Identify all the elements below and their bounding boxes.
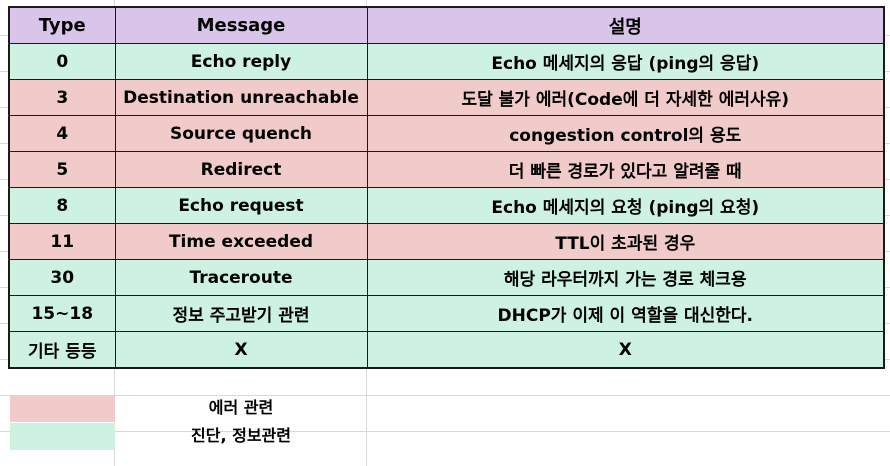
cell-type[interactable]: 기타 등등: [8, 331, 116, 369]
cell-type[interactable]: 5: [8, 151, 116, 188]
cell-type[interactable]: 3: [8, 79, 116, 116]
table-row: 4 Source quench congestion control의 용도: [8, 115, 885, 152]
cell-type[interactable]: 8: [8, 187, 116, 224]
table-row: 3 Destination unreachable 도달 불가 에러(Code에…: [8, 79, 885, 116]
cell-description[interactable]: 해당 라우터까지 가는 경로 체크용: [366, 259, 885, 296]
cell-type[interactable]: 11: [8, 223, 116, 260]
cell-description[interactable]: 도달 불가 에러(Code에 더 자세한 에러사유): [366, 79, 885, 116]
cell-description[interactable]: Echo 메세지의 요청 (ping의 요청): [366, 187, 885, 224]
header-row: Type Message 설명: [8, 6, 885, 44]
cell-message[interactable]: X: [114, 331, 368, 369]
header-message[interactable]: Message: [114, 6, 368, 44]
cell-description[interactable]: TTL이 초과된 경우: [366, 223, 885, 260]
icmp-type-table: Type Message 설명 0 Echo reply Echo 메세지의 응…: [8, 6, 885, 369]
table-row: 11 Time exceeded TTL이 초과된 경우: [8, 223, 885, 260]
cell-message[interactable]: Echo reply: [114, 43, 368, 80]
table-row: 30 Traceroute 해당 라우터까지 가는 경로 체크용: [8, 259, 885, 296]
table-row: 15~18 정보 주고받기 관련 DHCP가 이제 이 역할을 대신한다.: [8, 295, 885, 332]
table-row: 8 Echo request Echo 메세지의 요청 (ping의 요청): [8, 187, 885, 224]
header-type[interactable]: Type: [8, 6, 116, 44]
cell-message[interactable]: 정보 주고받기 관련: [114, 295, 368, 332]
legend-label-error[interactable]: 에러 관련: [208, 398, 274, 417]
table-row: 5 Redirect 더 빠른 경로가 있다고 알려줄 때: [8, 151, 885, 188]
cell-description[interactable]: 더 빠른 경로가 있다고 알려줄 때: [366, 151, 885, 188]
legend-swatch-info[interactable]: [10, 423, 115, 450]
cell-description[interactable]: DHCP가 이제 이 역할을 대신한다.: [366, 295, 885, 332]
cell-type[interactable]: 0: [8, 43, 116, 80]
legend-swatch-error[interactable]: [10, 395, 115, 422]
cell-message[interactable]: Source quench: [114, 115, 368, 152]
cell-message[interactable]: Traceroute: [114, 259, 368, 296]
cell-message[interactable]: Time exceeded: [114, 223, 368, 260]
cell-message[interactable]: Redirect: [114, 151, 368, 188]
cell-message[interactable]: Destination unreachable: [114, 79, 368, 116]
cell-type[interactable]: 15~18: [8, 295, 116, 332]
cell-type[interactable]: 4: [8, 115, 116, 152]
cell-description[interactable]: X: [366, 331, 885, 369]
table-row: 기타 등등 X X: [8, 331, 885, 369]
cell-description[interactable]: Echo 메세지의 응답 (ping의 응답): [366, 43, 885, 80]
header-description[interactable]: 설명: [366, 6, 885, 44]
table-row: 0 Echo reply Echo 메세지의 응답 (ping의 응답): [8, 43, 885, 80]
cell-type[interactable]: 30: [8, 259, 116, 296]
cell-message[interactable]: Echo request: [114, 187, 368, 224]
cell-description[interactable]: congestion control의 용도: [366, 115, 885, 152]
legend-label-info[interactable]: 진단, 정보관련: [191, 426, 291, 445]
